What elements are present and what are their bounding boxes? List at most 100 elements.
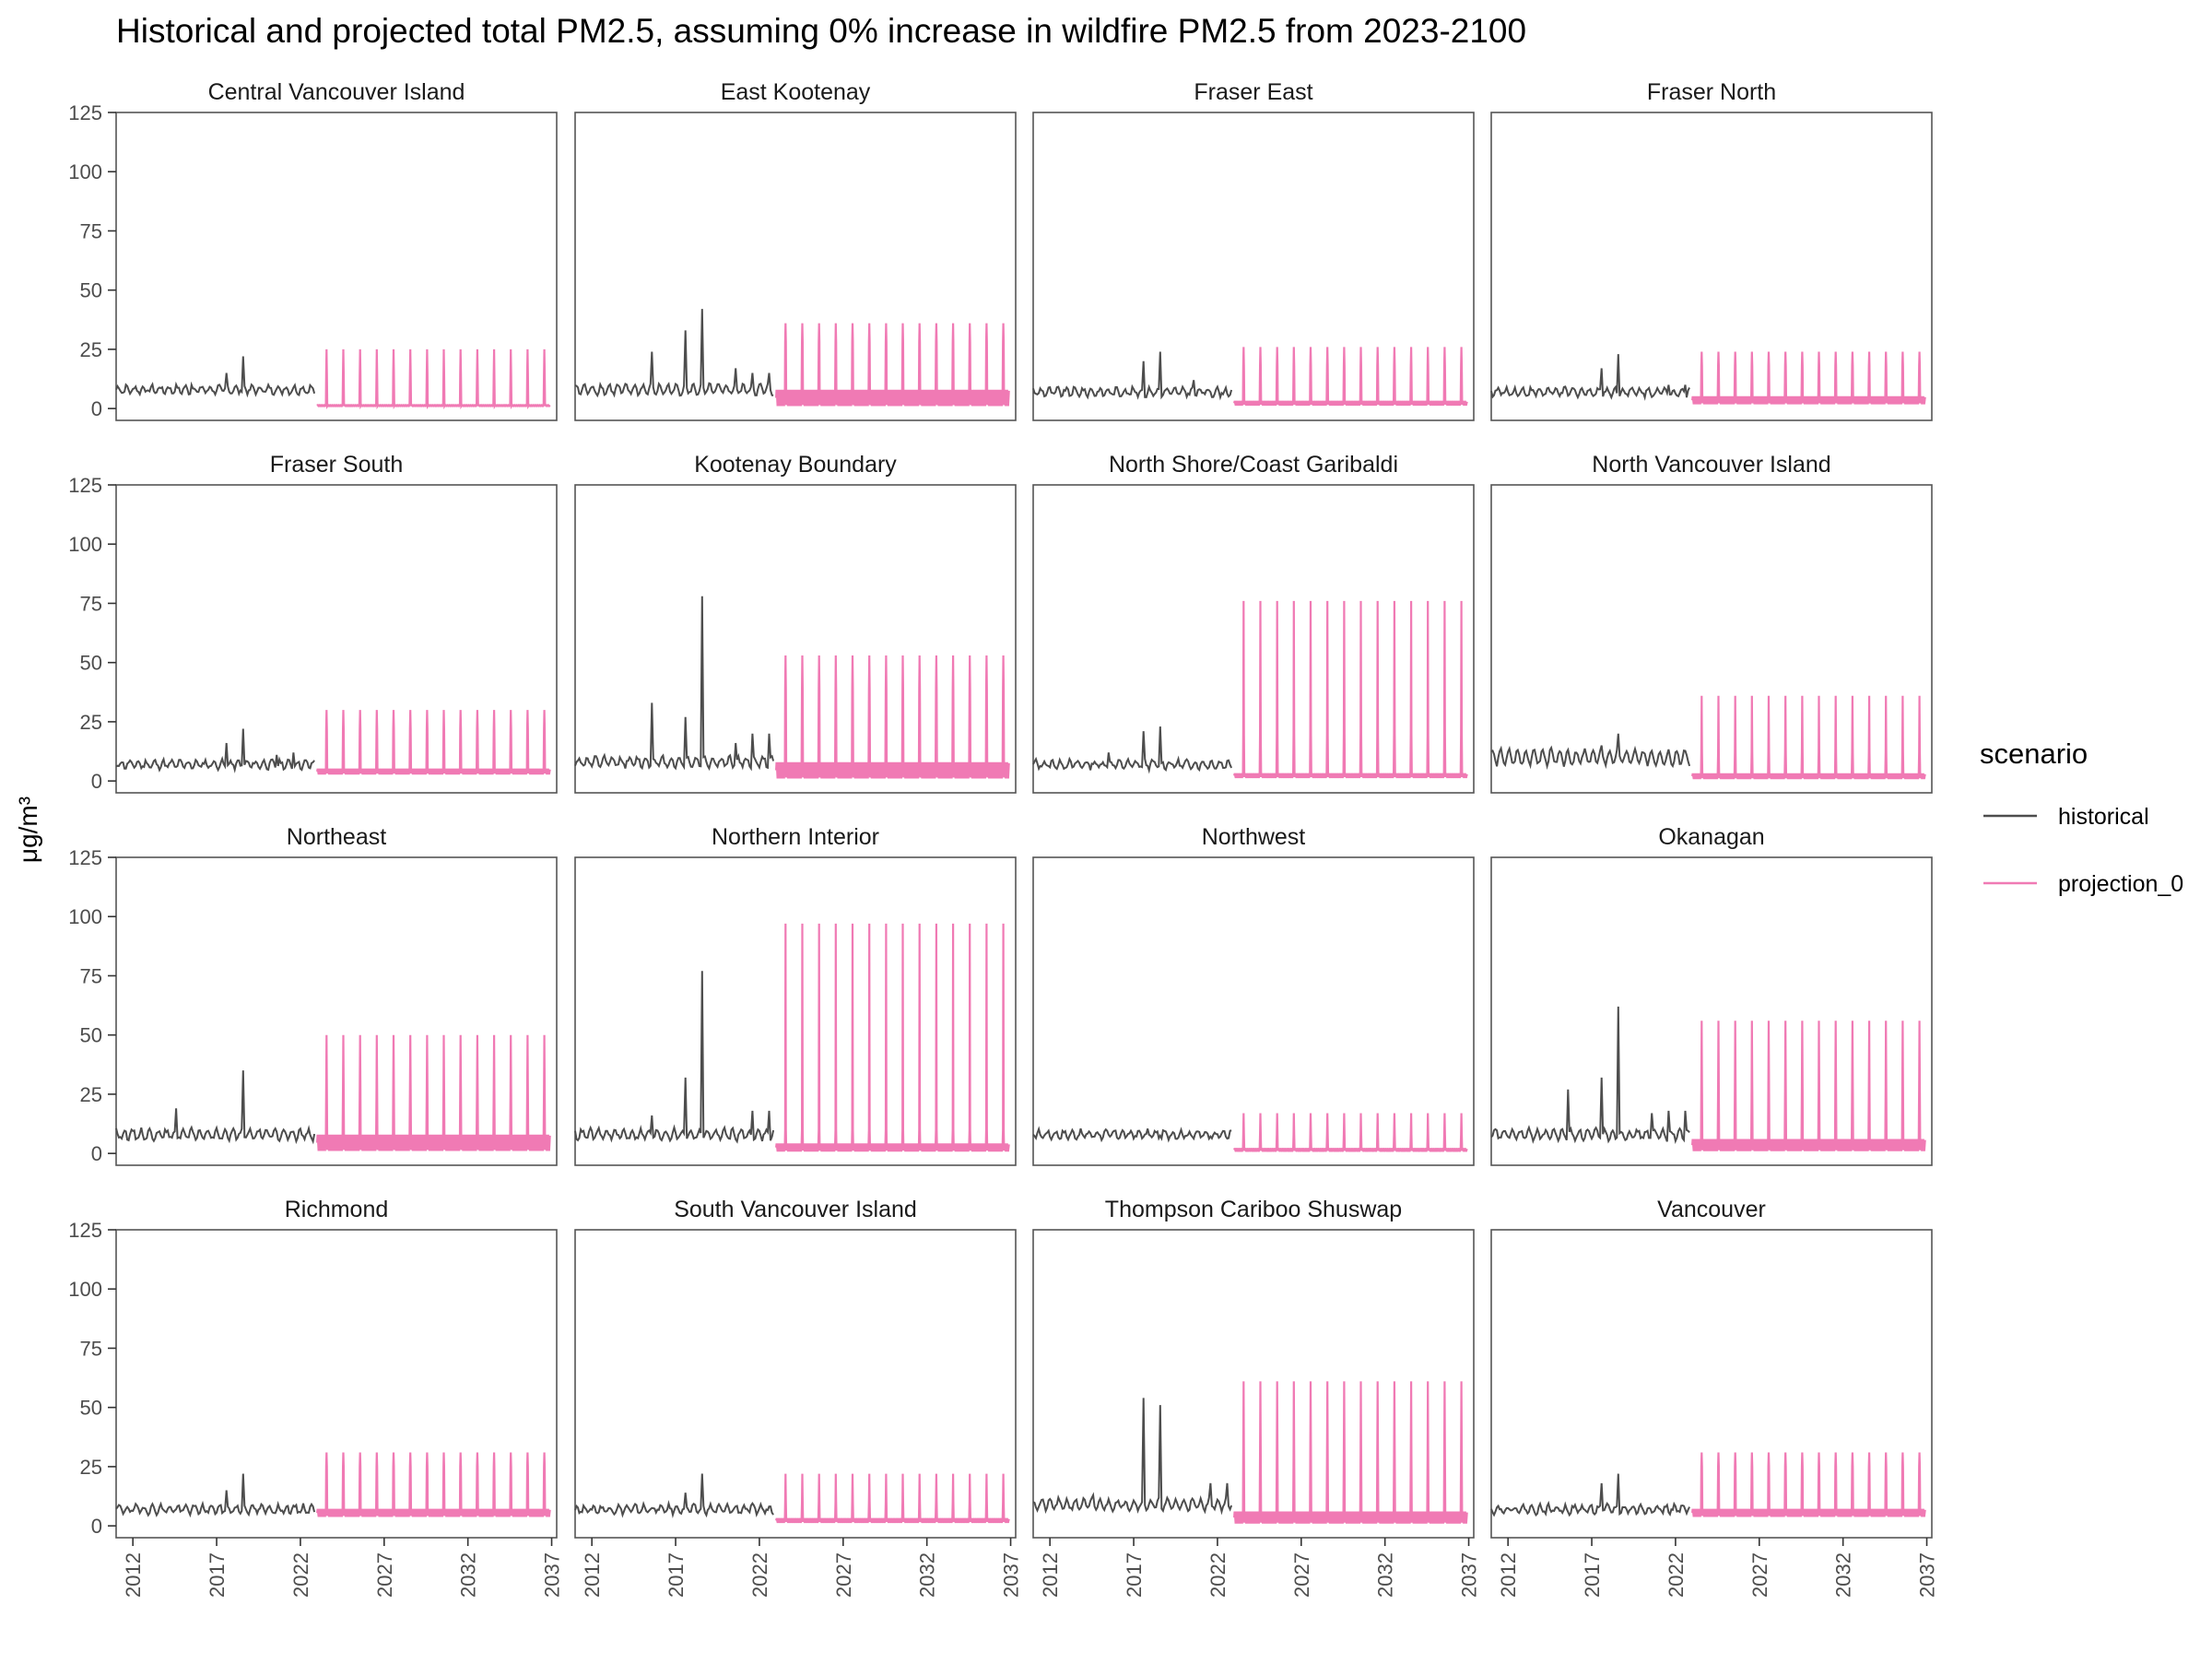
- panel-richmond: Richmond 0 25 50 75 100 125 2012 2017 2022 2027 203…: [68, 1197, 563, 1598]
- panel-fraser-south: Fraser South 0 25 50 75 100 125: [68, 452, 558, 794]
- x-tick-label: 2022: [1665, 1552, 1688, 1598]
- series-projection-thompson-cariboo-shuswap: [1233, 1381, 1468, 1524]
- x-tick-label: 2032: [1832, 1552, 1855, 1598]
- series-projection-northern-interior: [775, 923, 1010, 1152]
- chart-title: Historical and projected total PM2.5, as…: [116, 12, 1526, 50]
- series-historical-east-kootenay: [574, 309, 774, 398]
- y-tick-label: 0: [91, 1142, 102, 1165]
- x-tick-label: 2027: [1290, 1552, 1313, 1598]
- panel-border-vancouver: [1490, 1229, 1933, 1539]
- series-projection-vancouver: [1691, 1452, 1926, 1517]
- panel-thompson-cariboo-shuswap: Thompson Cariboo Shuswap 2012 2017 2022 2027…: [1032, 1197, 1481, 1598]
- series-projection-northwest: [1233, 1113, 1468, 1152]
- x-tick-label: 2027: [832, 1552, 855, 1598]
- y-tick-label: 50: [80, 1397, 102, 1420]
- panel-border-thompson-cariboo-shuswap: [1032, 1229, 1475, 1539]
- y-tick-label: 100: [68, 533, 102, 556]
- series-historical-south-vancouver-island: [574, 1473, 774, 1518]
- series-historical-richmond: [115, 1473, 316, 1518]
- y-tick-label: 75: [80, 964, 102, 987]
- panel-title-northwest: Northwest: [1202, 824, 1306, 850]
- y-tick-label: 75: [80, 1337, 102, 1360]
- x-tick-label: 2012: [122, 1552, 145, 1598]
- panel-title-richmond: Richmond: [285, 1197, 389, 1222]
- x-tick-label: 2037: [1916, 1552, 1939, 1598]
- x-tick-label: 2017: [1581, 1552, 1604, 1598]
- series-historical-north-vancouver-island: [1490, 733, 1691, 771]
- y-tick-label: 25: [80, 1456, 102, 1479]
- panel-title-northeast: Northeast: [287, 824, 386, 850]
- panel-border-okanagan: [1490, 856, 1933, 1166]
- series-projection-fraser-east: [1233, 347, 1468, 407]
- panel-title-east-kootenay: East Kootenay: [721, 79, 871, 105]
- x-tick-label: 2017: [665, 1552, 688, 1598]
- y-tick-label: 125: [68, 101, 102, 124]
- x-tick-label: 2027: [1748, 1552, 1771, 1598]
- x-tick-label: 2012: [1497, 1552, 1520, 1598]
- legend-items: historical projection_0: [1983, 804, 2183, 897]
- y-tick-label: 25: [80, 1083, 102, 1106]
- panel-northeast: Northeast 0 25 50 75 100 125: [68, 824, 558, 1166]
- series-historical-kootenay-boundary: [574, 596, 775, 772]
- series-historical-thompson-cariboo-shuswap: [1032, 1398, 1233, 1516]
- y-tick-label: 75: [80, 219, 102, 242]
- series-projection-fraser-south: [316, 710, 551, 775]
- y-tick-label: 50: [80, 279, 102, 302]
- panel-border-north-vancouver-island: [1490, 484, 1933, 794]
- panel-north-vancouver-island: North Vancouver Island: [1490, 452, 1933, 794]
- x-tick-label: 2027: [373, 1552, 396, 1598]
- series-historical-central-vancouver-island: [115, 356, 316, 398]
- panel-title-fraser-south: Fraser South: [270, 452, 404, 478]
- series-historical-fraser-north: [1490, 354, 1690, 401]
- y-tick-label: 0: [91, 1515, 102, 1538]
- panel-title-fraser-east: Fraser East: [1194, 79, 1312, 105]
- y-tick-label: 100: [68, 905, 102, 928]
- x-tick-label: 2017: [206, 1552, 229, 1598]
- x-tick-label: 2012: [581, 1552, 604, 1598]
- panel-border-north-shore-coast-garibaldi: [1032, 484, 1475, 794]
- y-tick-label: 100: [68, 160, 102, 183]
- y-tick-label: 100: [68, 1278, 102, 1301]
- series-projection-okanagan: [1691, 1021, 1926, 1151]
- y-tick-label: 125: [68, 846, 102, 869]
- legend-label-historical: historical: [2058, 804, 2149, 830]
- panel-title-central-vancouver-island: Central Vancouver Island: [208, 79, 465, 105]
- x-tick-label: 2032: [916, 1552, 939, 1598]
- series-projection-east-kootenay: [775, 323, 1010, 407]
- y-tick-label: 25: [80, 338, 102, 361]
- x-tick-label: 2017: [1123, 1552, 1146, 1598]
- y-tick-label: 0: [91, 770, 102, 793]
- panel-south-vancouver-island: South Vancouver Island 2012 2017 2022 2027 20…: [574, 1197, 1023, 1598]
- legend: scenario historical projection_0: [1980, 738, 2183, 897]
- panel-vancouver: Vancouver 2012 2017 2022 2027 2032 2037: [1490, 1197, 1939, 1598]
- x-tick-label: 2022: [1206, 1552, 1230, 1598]
- series-historical-northeast: [115, 1070, 316, 1145]
- panel-northwest: Northwest: [1032, 824, 1475, 1166]
- facet-panels: Central Vancouver Island 0 25 50 75 100 125 Eas…: [68, 79, 1938, 1598]
- x-tick-label: 2022: [748, 1552, 771, 1598]
- x-tick-label: 2022: [289, 1552, 312, 1598]
- y-tick-label: 125: [68, 474, 102, 497]
- panel-title-north-vancouver-island: North Vancouver Island: [1592, 452, 1830, 478]
- panel-border-northeast: [115, 856, 558, 1166]
- series-historical-northwest: [1032, 1126, 1232, 1143]
- panel-central-vancouver-island: Central Vancouver Island 0 25 50 75 100 125: [68, 79, 558, 421]
- series-projection-northeast: [316, 1034, 551, 1151]
- series-historical-vancouver: [1490, 1473, 1690, 1517]
- y-tick-label: 25: [80, 711, 102, 734]
- panel-border-kootenay-boundary: [574, 484, 1017, 794]
- panel-border-northern-interior: [574, 856, 1017, 1166]
- panel-border-richmond: [115, 1229, 558, 1539]
- panel-northern-interior: Northern Interior: [574, 824, 1017, 1166]
- panel-title-okanagan: Okanagan: [1658, 824, 1764, 850]
- series-projection-north-shore-coast-garibaldi: [1233, 600, 1468, 779]
- panel-fraser-east: Fraser East: [1032, 79, 1475, 421]
- series-projection-fraser-north: [1691, 351, 1926, 405]
- series-historical-fraser-south: [115, 728, 315, 773]
- series-historical-northern-interior: [574, 971, 775, 1144]
- panel-east-kootenay: East Kootenay: [574, 79, 1017, 421]
- panel-title-south-vancouver-island: South Vancouver Island: [674, 1197, 917, 1222]
- panel-title-north-shore-coast-garibaldi: North Shore/Coast Garibaldi: [1109, 452, 1398, 478]
